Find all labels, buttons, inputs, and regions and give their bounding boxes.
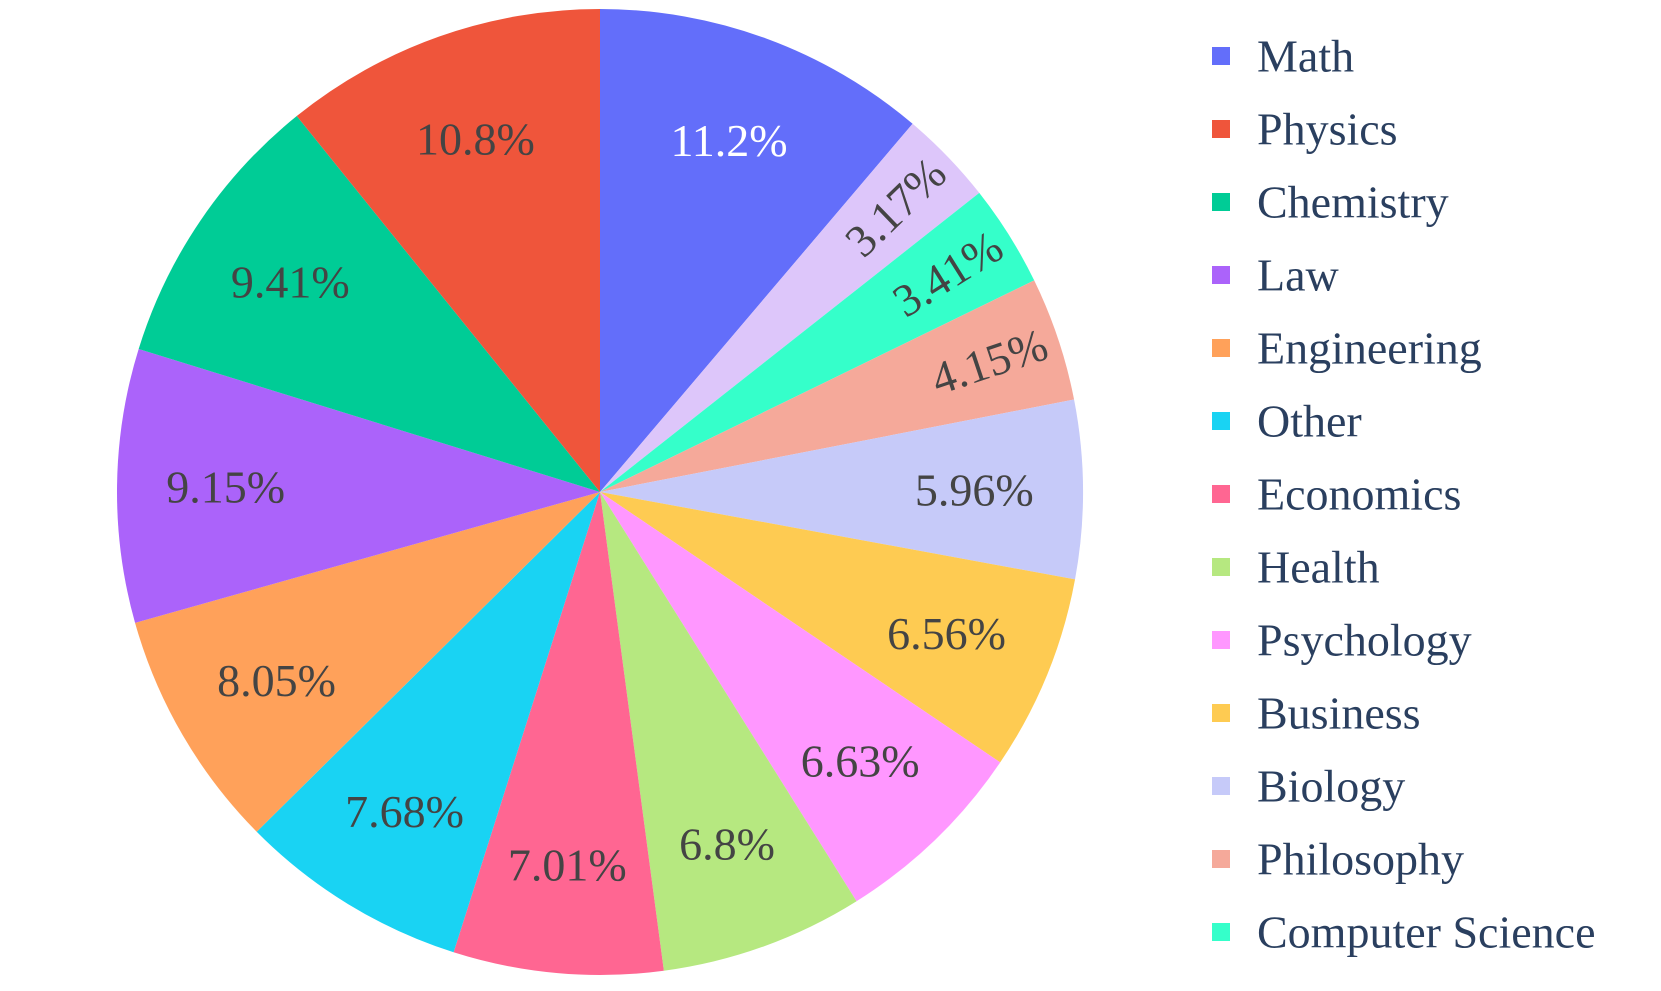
- legend: Math Physics Chemistry Law Engineering Other E…: [1212, 31, 1596, 958]
- pie-slice-math-0: [600, 9, 913, 492]
- slice-label-unlabeled-13: 10.8%: [416, 114, 535, 165]
- pie-slice-engineering-9: [256, 492, 600, 953]
- slice-label-psychology-5: 6.56%: [887, 608, 1006, 659]
- legend-item-biology[interactable]: Biology: [1212, 761, 1405, 812]
- legend-swatch-health: [1212, 558, 1230, 576]
- legend-swatch-computer-science: [1212, 923, 1230, 941]
- legend-swatch-other: [1212, 412, 1230, 430]
- slice-label-economics-7: 6.8%: [679, 819, 775, 870]
- pie-slice-business-4: [600, 399, 1084, 580]
- legend-item-health[interactable]: Health: [1212, 542, 1380, 593]
- legend-swatch-math: [1212, 47, 1230, 65]
- legend-swatch-economics: [1212, 485, 1230, 503]
- legend-swatch-psychology: [1212, 631, 1230, 649]
- pie-slice-health-6: [600, 492, 1001, 902]
- slice-label-other-8: 7.01%: [508, 839, 627, 890]
- slice-label-engineering-9: 7.68%: [345, 786, 464, 837]
- legend-label-biology: Biology: [1257, 761, 1405, 812]
- pie-slice-economics-7: [600, 492, 857, 971]
- legend-swatch-chemistry: [1212, 193, 1230, 211]
- pie-slice-philosophy-2: [600, 192, 1035, 492]
- legend-swatch-engineering: [1212, 339, 1230, 357]
- legend-swatch-law: [1212, 266, 1230, 284]
- legend-label-health: Health: [1257, 542, 1380, 593]
- legend-label-engineering: Engineering: [1257, 323, 1482, 374]
- pie-slice-law-10: [135, 492, 600, 832]
- legend-item-business[interactable]: Business: [1212, 688, 1421, 739]
- slice-label-health-6: 6.63%: [801, 736, 920, 787]
- slice-label-math-0: 11.2%: [670, 115, 787, 166]
- pie-slice-biology-3: [600, 280, 1075, 492]
- legend-label-math: Math: [1257, 31, 1354, 82]
- legend-item-math[interactable]: Math: [1212, 31, 1354, 82]
- legend-swatch-business: [1212, 704, 1230, 722]
- legend-item-engineering[interactable]: Engineering: [1212, 323, 1482, 374]
- pie-slice-computer-science-1: [600, 123, 980, 492]
- legend-swatch-philosophy: [1212, 850, 1230, 868]
- legend-label-psychology: Psychology: [1257, 615, 1472, 666]
- legend-item-other[interactable]: Other: [1212, 396, 1362, 447]
- legend-swatch-biology: [1212, 777, 1230, 795]
- legend-item-chemistry[interactable]: Chemistry: [1212, 177, 1449, 228]
- legend-label-law: Law: [1257, 250, 1340, 301]
- pie-slice-other-8: [453, 492, 664, 975]
- legend-label-computer-science: Computer Science: [1257, 907, 1596, 958]
- slice-label-physics-12: 9.41%: [231, 256, 350, 307]
- pie-slice-unlabeled-13: [296, 8, 600, 492]
- legend-label-philosophy: Philosophy: [1257, 834, 1464, 885]
- legend-item-physics[interactable]: Physics: [1212, 104, 1398, 155]
- legend-item-economics[interactable]: Economics: [1212, 469, 1461, 520]
- legend-label-other: Other: [1257, 396, 1362, 447]
- legend-swatch-physics: [1212, 120, 1230, 138]
- slice-label-chemistry-11: 9.15%: [166, 462, 285, 513]
- legend-label-chemistry: Chemistry: [1257, 177, 1449, 228]
- pie-slice-chemistry-11: [116, 348, 600, 623]
- pie-slice-physics-12: [138, 116, 601, 492]
- legend-label-business: Business: [1257, 688, 1421, 739]
- legend-label-economics: Economics: [1257, 469, 1461, 520]
- legend-label-physics: Physics: [1257, 104, 1398, 155]
- legend-item-law[interactable]: Law: [1212, 250, 1340, 301]
- legend-item-computer-science[interactable]: Computer Science: [1212, 907, 1596, 958]
- legend-item-psychology[interactable]: Psychology: [1212, 615, 1472, 666]
- pie-slices: [116, 8, 1084, 975]
- pie-slice-psychology-5: [600, 492, 1076, 763]
- slice-label-law-10: 8.05%: [217, 655, 336, 706]
- slice-label-business-4: 5.96%: [915, 465, 1034, 516]
- legend-item-philosophy[interactable]: Philosophy: [1212, 834, 1464, 885]
